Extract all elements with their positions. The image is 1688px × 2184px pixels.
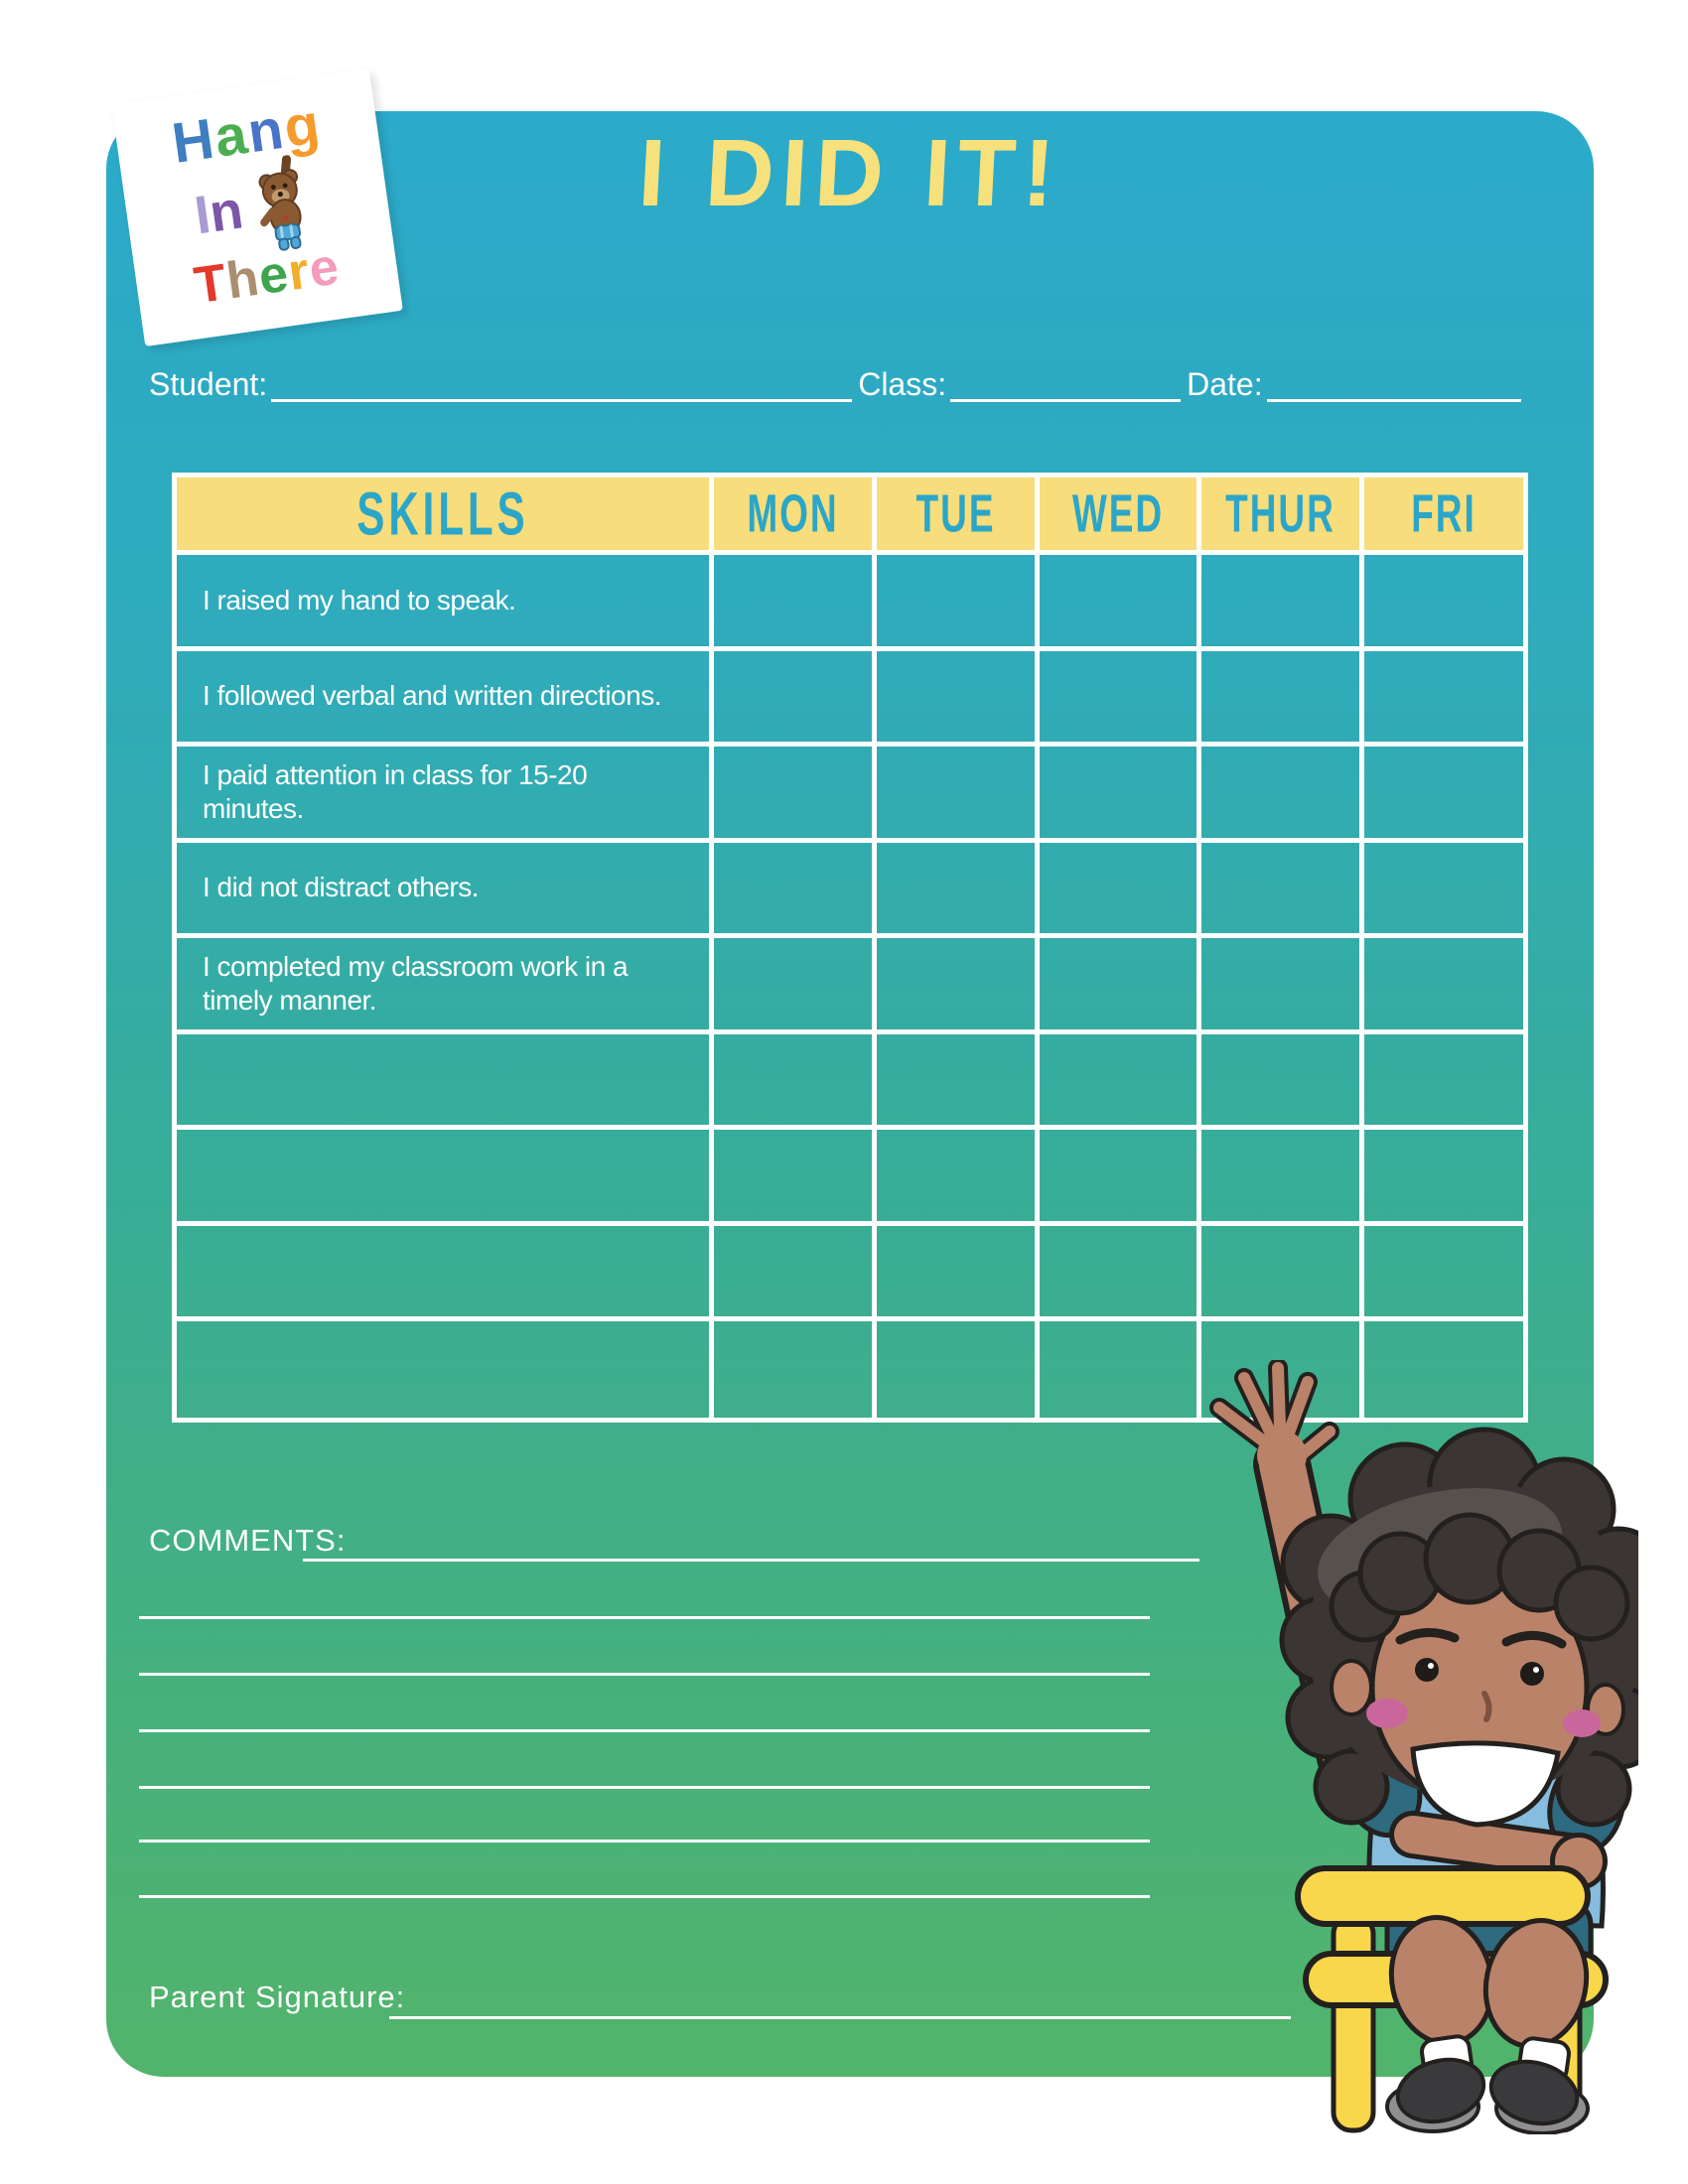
day-cell <box>714 938 877 1034</box>
day-cell <box>714 1130 877 1226</box>
day-cell <box>1201 1033 1364 1130</box>
day-cell <box>1201 1321 1364 1418</box>
day-cell <box>714 650 877 747</box>
day-column-header: WED <box>1040 478 1201 555</box>
day-cell <box>714 747 877 843</box>
day-cell <box>877 747 1040 843</box>
day-cell <box>1364 938 1523 1034</box>
day-cell <box>1201 555 1364 651</box>
day-cell <box>1040 1321 1201 1418</box>
card-content: I DID IT! Student: Class: Date: SKILLS MO… <box>106 111 1594 2077</box>
day-cell <box>877 842 1040 938</box>
day-cell <box>877 1130 1040 1226</box>
day-cell <box>1040 650 1201 747</box>
hang-in-there-logo: Hang In There <box>111 68 403 347</box>
day-cell <box>877 1321 1040 1418</box>
hair-fringe <box>1329 1512 1630 1643</box>
day-cell <box>1364 747 1523 843</box>
skills-table: SKILLS MON TUE WED THUR FRI I raised my hand t… <box>172 473 1528 1423</box>
day-column-header: MON <box>714 478 877 555</box>
day-column-header: TUE <box>877 478 1040 555</box>
date-label: Date: <box>1187 365 1263 402</box>
skills-column-header: SKILLS <box>177 478 714 555</box>
comment-line <box>139 1895 1150 1898</box>
day-cell <box>714 1225 877 1321</box>
student-blank <box>271 359 853 402</box>
day-cell <box>1040 1130 1201 1226</box>
parent-signature-label: Parent Signature: <box>149 1979 406 2014</box>
day-cell <box>714 1321 877 1418</box>
day-cell <box>1040 747 1201 843</box>
day-cell <box>1040 555 1201 651</box>
day-cell <box>1201 747 1364 843</box>
date-blank <box>1266 359 1521 402</box>
day-cell <box>1364 651 1523 747</box>
day-cell <box>1364 1130 1523 1226</box>
empty-skill-cell <box>177 1321 714 1418</box>
comments-header-line <box>303 1559 1199 1562</box>
comment-line <box>139 1729 1150 1732</box>
skill-cell: I did not distract others. <box>177 842 714 938</box>
day-cell <box>1040 1225 1201 1321</box>
skill-cell: I paid attention in class for 15-20 minu… <box>177 747 714 843</box>
day-cell <box>1364 1226 1523 1321</box>
day-cell <box>1040 1033 1201 1130</box>
comment-line <box>139 1840 1150 1843</box>
parent-signature-line <box>389 2016 1291 2019</box>
day-cell <box>877 650 1040 747</box>
day-cell <box>1040 938 1201 1034</box>
skill-cell: I followed verbal and written directions… <box>177 650 714 747</box>
day-cell <box>1364 555 1523 651</box>
empty-skill-cell <box>177 1225 714 1321</box>
empty-skill-cell <box>177 1033 714 1130</box>
comment-line <box>139 1786 1150 1789</box>
day-column-header: THUR <box>1201 478 1364 555</box>
day-cell <box>1201 650 1364 747</box>
class-blank <box>950 359 1182 402</box>
day-cell <box>877 1225 1040 1321</box>
day-cell <box>877 555 1040 651</box>
comments-label: COMMENTS: <box>149 1523 347 1558</box>
skill-cell: I raised my hand to speak. <box>177 555 714 651</box>
page-title: I DID IT! <box>635 120 1064 226</box>
day-cell <box>877 938 1040 1034</box>
day-cell <box>714 1033 877 1130</box>
day-cell <box>1201 842 1364 938</box>
day-cell <box>1040 842 1201 938</box>
student-label: Student: <box>149 365 268 402</box>
comment-line <box>139 1673 1150 1676</box>
day-cell <box>1364 1034 1523 1130</box>
day-cell <box>1364 843 1523 938</box>
day-cell <box>1201 1225 1364 1321</box>
day-cell <box>714 555 877 651</box>
comment-line <box>139 1616 1150 1619</box>
day-cell <box>714 842 877 938</box>
day-column-header: FRI <box>1364 478 1523 555</box>
day-cell <box>1201 1130 1364 1226</box>
student-info-row: Student: Class: Date: <box>149 359 1521 402</box>
day-cell <box>1201 938 1364 1034</box>
boy-raising-hand-illustration <box>1209 1360 1638 2134</box>
teddy-bear-icon <box>258 154 302 251</box>
day-cell <box>877 1033 1040 1130</box>
class-label: Class: <box>858 365 947 402</box>
empty-skill-cell <box>177 1130 714 1226</box>
skill-cell: I completed my classroom work in a timel… <box>177 938 714 1034</box>
